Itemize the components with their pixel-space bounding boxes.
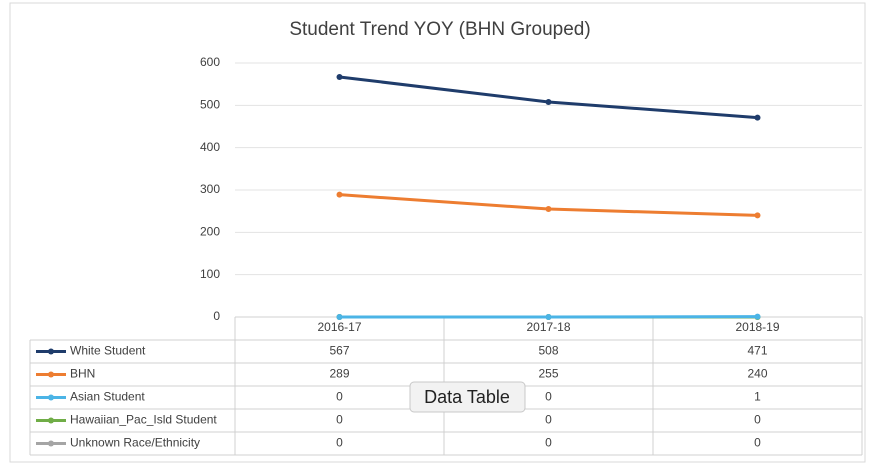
table-value: 0 <box>754 413 761 427</box>
table-value: 0 <box>545 436 552 450</box>
chart-title: Student Trend YOY (BHN Grouped) <box>289 19 590 40</box>
table-value: 0 <box>754 436 761 450</box>
legend-label: Asian Student <box>70 390 145 404</box>
y-tick-label: 400 <box>200 140 220 154</box>
table-value: 567 <box>329 344 349 358</box>
x-tick-label: 2016-17 <box>317 320 361 334</box>
table-value: 255 <box>538 367 558 381</box>
table-value: 508 <box>538 344 558 358</box>
legend-swatch-dot <box>48 371 54 378</box>
y-tick-label: 100 <box>200 267 220 281</box>
table-value: 289 <box>329 367 349 381</box>
table-value: 0 <box>545 390 552 404</box>
table-value: 1 <box>754 390 761 404</box>
table-value: 240 <box>747 367 767 381</box>
point <box>336 73 343 80</box>
tooltip: Data Table <box>409 381 526 413</box>
y-tick-label: 200 <box>200 225 220 239</box>
table-value: 0 <box>336 413 343 427</box>
table-value: 0 <box>336 436 343 450</box>
legend-swatch-dot <box>48 417 54 424</box>
point <box>336 314 343 320</box>
point <box>754 212 761 219</box>
table-value: 471 <box>747 344 767 358</box>
legend-label: Unknown Race/Ethnicity <box>70 436 200 450</box>
y-tick-label: 300 <box>200 182 220 196</box>
point <box>545 206 552 213</box>
legend-swatch-dot <box>48 394 54 401</box>
y-tick-label: 600 <box>200 55 220 69</box>
point <box>545 314 552 320</box>
legend-label: White Student <box>70 344 146 358</box>
x-tick-label: 2017-18 <box>526 320 570 334</box>
y-tick-label: 0 <box>213 309 220 323</box>
y-tick-label: 500 <box>200 98 220 112</box>
point <box>545 98 552 105</box>
legend-label: BHN <box>70 367 95 381</box>
tooltip-text: Data Table <box>424 387 510 407</box>
point <box>336 191 343 198</box>
legend-swatch-dot <box>48 348 54 355</box>
legend-swatch-dot <box>48 440 54 447</box>
legend-label: Hawaiian_Pac_Isld Student <box>70 413 217 427</box>
point <box>754 313 761 320</box>
table-value: 0 <box>545 413 552 427</box>
table-value: 0 <box>336 390 343 404</box>
point <box>754 114 761 121</box>
x-tick-label: 2018-19 <box>735 320 779 334</box>
tooltip-box <box>409 381 526 413</box>
